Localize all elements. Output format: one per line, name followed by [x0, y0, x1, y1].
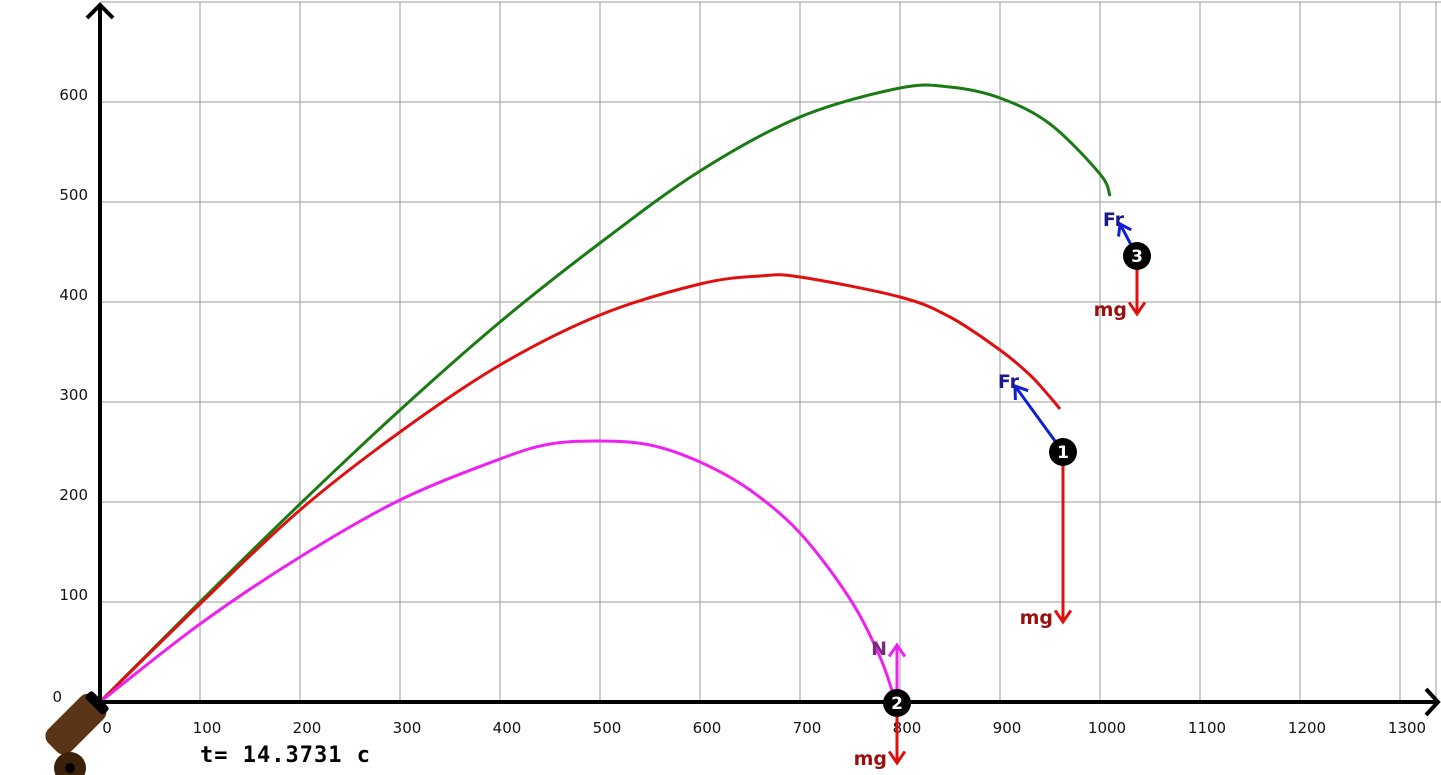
y-tick-label: 0: [52, 688, 62, 706]
projectiles: 1 2 3: [883, 242, 1151, 717]
force-label: mg: [1094, 299, 1127, 321]
force-arrowhead: [1013, 383, 1029, 401]
force-vectors: Fr mg Nmg Fr mg: [854, 209, 1147, 770]
force-label: mg: [1020, 607, 1053, 629]
x-tick-label: 1000: [1088, 719, 1126, 737]
x-tick-label: 1100: [1188, 719, 1226, 737]
projectile-ball: [883, 689, 911, 717]
projectile-ball: [1123, 242, 1151, 270]
y-tick-label: 500: [59, 186, 88, 204]
force-arrowhead: [1053, 609, 1073, 625]
time-readout: t= 14.3731 c: [200, 743, 371, 768]
projectile-number: 1: [1057, 443, 1069, 463]
tick-labels: 0 100 200 300 400 500 600 700 800 900 1000 1100 1200…: [52, 86, 1426, 737]
x-tick-label: 200: [293, 719, 322, 737]
x-tick-label: 1200: [1288, 719, 1326, 737]
x-tick-label: 400: [493, 719, 522, 737]
force-label: mg: [854, 748, 887, 770]
force-arrowhead: [887, 642, 907, 658]
trajectories: [98, 83, 1112, 704]
x-tick-label: 900: [993, 719, 1022, 737]
cannon-icon: [45, 691, 109, 775]
grid: [100, 1, 1441, 702]
projectile-number: 3: [1131, 247, 1143, 267]
y-tick-label: 100: [59, 586, 88, 604]
y-tick-label: 400: [59, 286, 88, 304]
x-tick-label: 700: [793, 719, 822, 737]
force-label: Fr: [998, 371, 1020, 393]
trajectory-magenta: [99, 439, 897, 704]
x-axis-arrow: [1424, 687, 1441, 717]
x-tick-label: 300: [393, 719, 422, 737]
force-label: Fr: [1103, 209, 1125, 231]
x-tick-label: 500: [593, 719, 622, 737]
projectile-number: 2: [891, 694, 903, 714]
x-tick-label: 600: [693, 719, 722, 737]
projectile-ball: [1049, 438, 1077, 466]
x-tick-label: 100: [193, 719, 222, 737]
y-axis-arrow: [85, 2, 115, 20]
y-tick-label: 200: [59, 486, 88, 504]
force-arrowhead: [1127, 301, 1147, 317]
force-arrowhead: [1117, 221, 1132, 237]
force-label: N: [871, 638, 887, 660]
axes: [85, 2, 1441, 717]
x-tick-label: 0: [102, 719, 112, 737]
trajectory-red: [98, 273, 1062, 704]
trajectory-green: [98, 83, 1112, 704]
force-arrowhead: [887, 750, 907, 766]
x-tick-label: 1300: [1388, 719, 1426, 737]
x-tick-label: 800: [893, 719, 922, 737]
y-tick-label: 600: [59, 86, 88, 104]
y-tick-label: 300: [59, 386, 88, 404]
